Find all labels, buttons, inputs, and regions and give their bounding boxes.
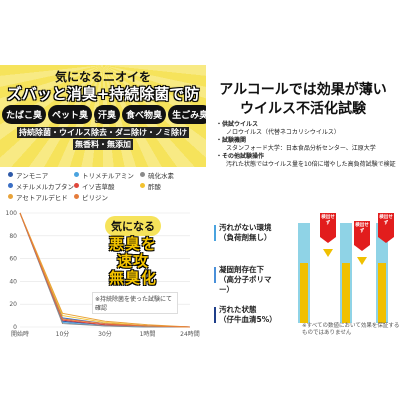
hero-banner: 気になるニオイを ズバッと消臭+持続除菌で防臭 たばこ臭 ペット臭 汗臭 食べ物… xyxy=(0,65,206,167)
legend-item: 酢酸 xyxy=(140,181,206,191)
result-bar-fill xyxy=(378,263,386,323)
legend-item: トリメチルアミン xyxy=(74,170,140,180)
info-heading: ・試験機関 xyxy=(216,137,247,144)
virus-test-panel: アルコールでは効果が薄い ウイルス不活化試験 ・供試ウイルス ノロウイルス（代替… xyxy=(206,65,400,338)
condition-marker xyxy=(214,307,216,323)
odor-chip: 汗臭 xyxy=(94,105,121,124)
panel-subtitle: ウイルス不活化試験 xyxy=(240,101,366,117)
legend-dot xyxy=(140,172,145,177)
condition-label: 汚れた状態 （仔牛血清5%） xyxy=(214,305,277,325)
chart-legend: アンモニア トリメチルアミン 硫化水素 メチルメルカプタン イソ吉草酸 酢酸 ア… xyxy=(8,169,206,202)
x-tick-label: 1時間 xyxy=(140,330,156,338)
disclaimer: ※すべての数値において効果を保証するものではありません xyxy=(302,323,400,336)
y-tick-label: 20 xyxy=(9,301,17,308)
info-value: ノロウイルス（代替ネコカリシウイルス） xyxy=(226,129,340,136)
x-tick-label: 24時間 xyxy=(180,330,200,338)
legend-item: アンモニア xyxy=(8,170,74,180)
legend-dot xyxy=(74,194,79,199)
condition-label: 凝固剤存在下 （高分子ポリマー） xyxy=(214,265,274,295)
odor-chip-row: たばこ臭 ペット臭 汗臭 食べ物臭 生ごみ臭 xyxy=(2,105,206,124)
legend-item: メチルメルカプタン xyxy=(8,181,74,191)
info-heading: ・供試ウイルス xyxy=(216,121,259,128)
legend-dot xyxy=(74,183,79,188)
test-info-list: ・供試ウイルス ノロウイルス（代替ネコカリシウイルス） ・試験機関 スタンフォー… xyxy=(216,121,400,169)
top-margin xyxy=(0,0,400,65)
legend-dot xyxy=(8,183,13,188)
odor-chip: 生ごみ臭 xyxy=(168,105,206,124)
odor-chip: ペット臭 xyxy=(48,105,93,124)
series-line xyxy=(19,212,190,328)
not-detected-tag: 検出せず xyxy=(354,221,370,251)
result-bar-fill xyxy=(300,263,308,323)
odor-chip: 食べ物臭 xyxy=(122,105,167,124)
callout-line-3: 速攻 xyxy=(116,252,149,270)
legend-dot xyxy=(8,194,13,199)
condition-marker xyxy=(214,225,216,241)
legend-dot xyxy=(140,183,145,188)
y-tick-label: 0 xyxy=(13,324,17,331)
y-tick-label: 60 xyxy=(9,256,17,263)
deodorant-panel: 気になるニオイを ズバッと消臭+持続除菌で防臭 たばこ臭 ペット臭 汗臭 食べ物… xyxy=(0,65,206,338)
down-arrow-icon xyxy=(357,257,367,265)
chart-note: ※持続除菌を使った試験にて確認 xyxy=(92,292,178,314)
legend-item: アセトアルデヒド xyxy=(8,192,74,202)
info-value: 汚れた状態ではウイルス量を10倍に増やした高負荷試験で検証 xyxy=(226,161,396,168)
headline-1: 気になるニオイを xyxy=(54,70,151,84)
not-detected-tag: 検出せず xyxy=(378,213,394,243)
odor-reduction-line-chart: 0 20 40 60 80 100 開始時 10分 30分 1時間 24時間 xyxy=(6,210,200,338)
result-bar xyxy=(298,223,310,323)
x-tick-label: 30分 xyxy=(98,330,112,338)
result-bar xyxy=(340,223,352,323)
callout-bubble: 気になる 悪臭を 速攻 無臭化 xyxy=(92,215,174,287)
legend-item: イソ吉草酸 xyxy=(74,181,140,191)
info-value: スタンフォード大学：日本食品分析センター、江原大学 xyxy=(226,145,376,152)
condition-label: 汚れがない環境 （負荷剤無し） xyxy=(214,223,274,243)
y-tick-label: 80 xyxy=(9,233,17,240)
feature-line-2: 無香料・無添加 xyxy=(73,139,133,150)
not-detected-tag: 検出せず xyxy=(320,213,336,243)
x-tick-label: 開始時 xyxy=(11,330,29,338)
y-tick-label: 100 xyxy=(6,210,18,217)
condition-marker xyxy=(214,267,216,283)
legend-dot xyxy=(74,172,79,177)
down-arrow-icon xyxy=(323,249,333,257)
callout-line-4: 無臭化 xyxy=(108,269,157,287)
bottom-margin xyxy=(0,338,400,400)
series-line xyxy=(19,212,191,328)
result-bar-fill xyxy=(342,263,350,323)
legend-item: ピリジン xyxy=(74,192,140,202)
x-tick-label: 10分 xyxy=(56,330,70,338)
odor-chip: たばこ臭 xyxy=(2,105,47,124)
panel-title: アルコールでは効果が薄い xyxy=(219,82,387,98)
callout-line-2: 悪臭を xyxy=(108,235,157,253)
feature-line-1: 持続除菌・ウイルス除去・ダニ除け・ノミ除け xyxy=(17,127,189,138)
legend-dot xyxy=(8,172,13,177)
callout-line-1: 気になる xyxy=(105,216,161,236)
series-line xyxy=(19,212,191,328)
legend-item: 硫化水素 xyxy=(140,170,206,180)
y-tick-label: 40 xyxy=(9,278,17,285)
result-bar xyxy=(376,223,388,323)
info-heading: ・その他試験操作 xyxy=(216,153,265,160)
virus-result-graphic: 検出せず 検出せず 検出せず xyxy=(276,213,396,325)
